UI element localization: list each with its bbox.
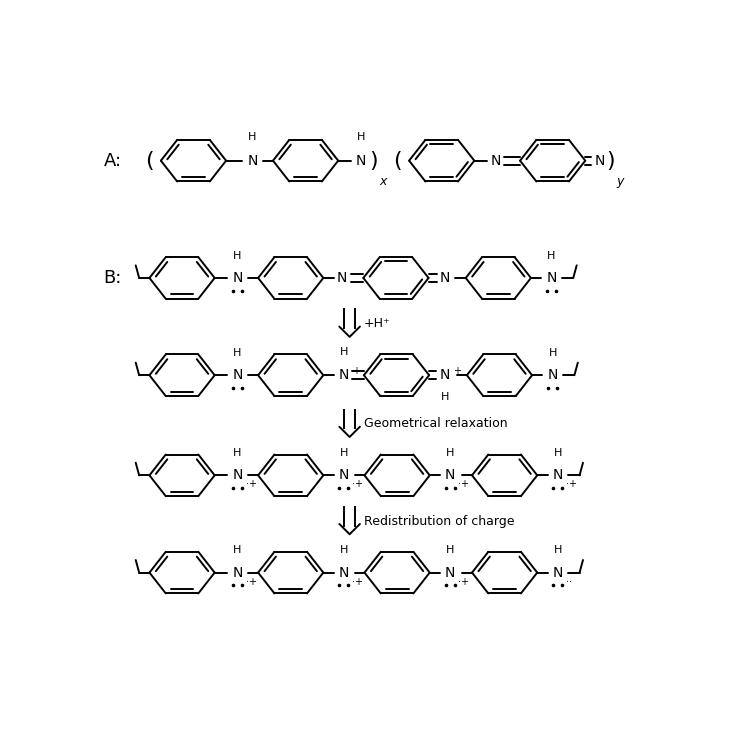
Text: H: H — [554, 448, 562, 458]
Text: ·+: ·+ — [352, 577, 363, 587]
Text: N: N — [232, 468, 243, 482]
Text: +: + — [352, 366, 360, 376]
Text: H: H — [339, 448, 348, 458]
Text: H: H — [233, 448, 242, 458]
Text: H: H — [548, 348, 557, 358]
Text: H: H — [548, 251, 556, 261]
Text: N: N — [553, 468, 563, 482]
Text: ··: ·· — [566, 577, 572, 587]
Text: ): ) — [369, 151, 378, 171]
Text: H: H — [446, 545, 455, 556]
Text: N: N — [553, 565, 563, 580]
Text: H: H — [446, 448, 455, 458]
Text: (: ( — [145, 151, 154, 171]
Text: B:: B: — [103, 269, 122, 287]
Text: ·+: ·+ — [246, 577, 257, 587]
Text: H: H — [441, 392, 449, 403]
Text: ·+: ·+ — [246, 479, 257, 490]
Text: N: N — [339, 565, 349, 580]
Text: N: N — [445, 468, 455, 482]
Text: N: N — [232, 565, 243, 580]
Text: H: H — [357, 132, 365, 143]
Text: N: N — [440, 369, 450, 382]
Text: N: N — [546, 271, 556, 285]
Text: N: N — [440, 271, 450, 285]
Text: ): ) — [607, 151, 615, 171]
Text: A:: A: — [103, 152, 122, 169]
Text: H: H — [554, 545, 562, 556]
Text: ·+: ·+ — [458, 479, 469, 490]
Text: N: N — [356, 154, 366, 168]
Text: ·+: ·+ — [566, 479, 577, 490]
Text: Redistribution of charge: Redistribution of charge — [364, 515, 514, 528]
Text: N: N — [247, 154, 258, 168]
Text: N: N — [445, 565, 455, 580]
Text: N: N — [339, 369, 349, 382]
Text: ·+: ·+ — [352, 479, 363, 490]
Text: N: N — [490, 154, 500, 168]
Text: (: ( — [393, 151, 402, 171]
Text: H: H — [233, 348, 242, 358]
Text: H: H — [339, 545, 348, 556]
Text: y: y — [617, 175, 624, 188]
Text: N: N — [337, 271, 348, 285]
Text: H: H — [233, 545, 242, 556]
Text: Geometrical relaxation: Geometrical relaxation — [364, 418, 508, 430]
Text: N: N — [594, 154, 604, 168]
Text: +: + — [453, 366, 461, 376]
Text: N: N — [232, 271, 243, 285]
Text: N: N — [548, 369, 558, 382]
Text: +H⁺: +H⁺ — [364, 317, 390, 330]
Text: H: H — [248, 132, 257, 143]
Text: N: N — [339, 468, 349, 482]
Text: H: H — [233, 251, 242, 261]
Text: H: H — [339, 347, 348, 357]
Text: x: x — [379, 175, 387, 188]
Text: N: N — [232, 369, 243, 382]
Text: ·+: ·+ — [458, 577, 469, 587]
